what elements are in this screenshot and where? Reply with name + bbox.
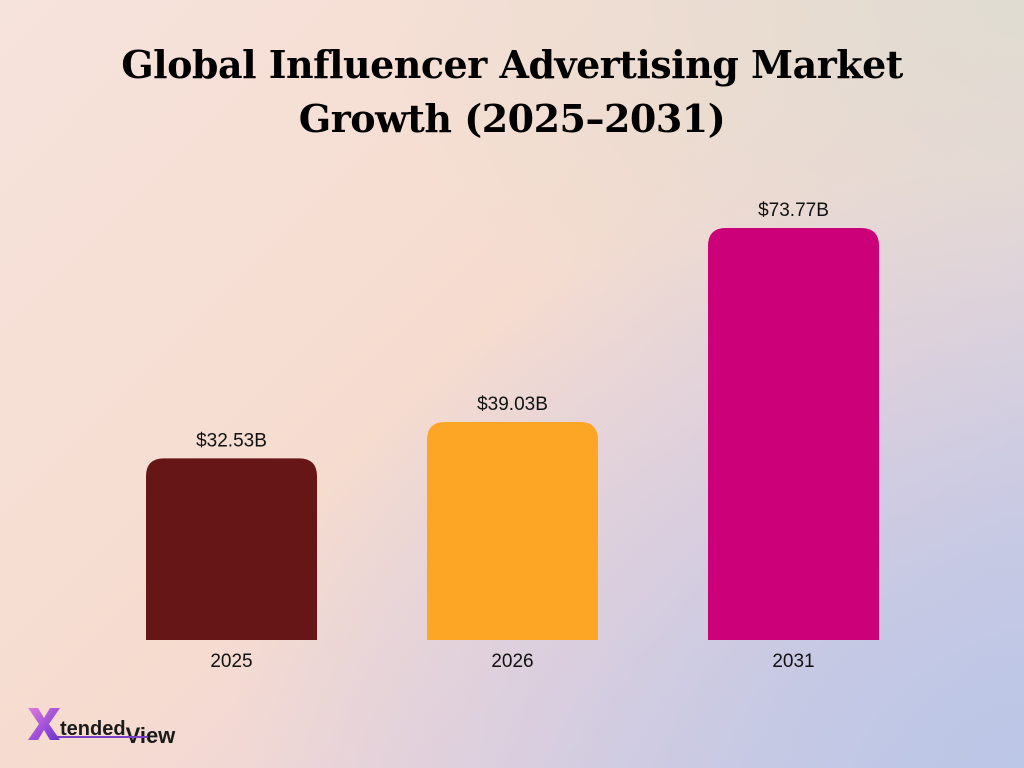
brand-logo: tendedView: [26, 700, 175, 747]
logo-word-1: tended: [60, 718, 126, 740]
value-label-2025: $32.53B: [196, 430, 267, 451]
chart-title-line-1: Global Influencer Advertising Market: [121, 42, 903, 87]
bar-chart: $32.53B 2025 $39.03B 2026 $73.77B 2031: [146, 200, 879, 672]
bar-2026: [427, 422, 598, 640]
logo-x-icon: [28, 708, 60, 740]
chart-title-line-2: Growth (2025–2031): [298, 96, 726, 141]
category-label-2025: 2025: [210, 651, 252, 672]
category-label-2031: 2031: [772, 651, 814, 672]
logo-wordmark: tendedView: [60, 717, 175, 747]
bar-2031: [708, 228, 879, 640]
category-label-2026: 2026: [491, 651, 533, 672]
logo-underline: [56, 736, 148, 738]
chart-title: Global Influencer Advertising Market Gro…: [0, 38, 1024, 146]
logo-word-2: View: [125, 723, 176, 748]
value-label-2026: $39.03B: [477, 394, 548, 415]
value-label-2031: $73.77B: [758, 200, 829, 221]
bar-2025: [146, 458, 317, 640]
